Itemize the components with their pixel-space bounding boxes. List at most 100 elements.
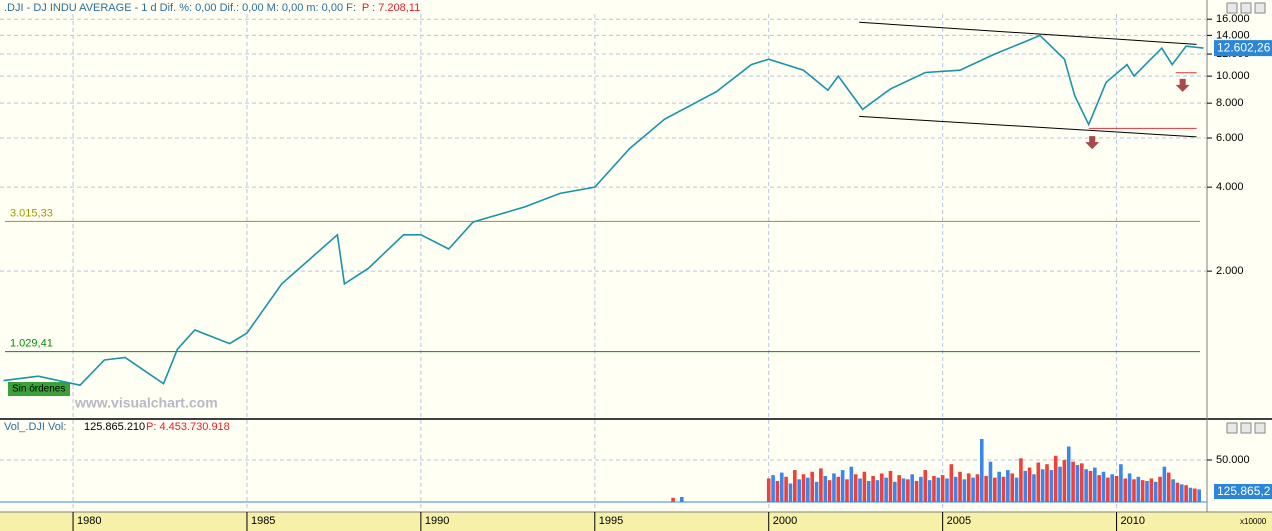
volume-bar [853,474,858,503]
x-axis-strip [0,512,1272,531]
y-tick-label: 2.000 [1216,265,1244,277]
badge-box [8,382,70,396]
volume-bar [1097,475,1101,503]
volume-bar [888,470,893,503]
volume-bar [671,497,675,503]
volume-bar [858,478,862,503]
volume-bar [784,476,788,503]
volume-bar [1101,471,1106,503]
button[interactable] [1240,422,1252,434]
volume-bar [1006,470,1010,503]
trendline [859,115,1197,138]
volume-bar [1123,478,1128,503]
volume-title: Vol_.DJI Vol: [4,421,66,433]
watermark: www.visualchart.com [74,395,218,411]
volume-last-box [1214,484,1272,499]
button[interactable] [1254,2,1266,14]
volume-bar [1023,470,1028,503]
volume-bar [1084,469,1088,503]
y-tick-label: 50.000 [1216,454,1250,466]
volume-last-label: 125.865,2 [1217,484,1271,498]
volume-bar [914,480,919,503]
x-tick-label: 2005 [947,515,971,527]
level-label: 1.029,41 [10,337,53,349]
volume-bar [936,477,941,503]
volume-bar [1171,479,1175,503]
volume-bar [1127,473,1132,503]
volume-bar [953,476,958,503]
y-tick-label: 10.000 [1216,70,1250,82]
volume-bar [801,474,806,503]
volume-bar [1010,473,1015,503]
volume-bar [866,480,871,503]
volume-bar [1197,489,1201,503]
volume-bar [1079,463,1084,503]
volume-bar [1058,466,1062,503]
volume-bar [1188,487,1193,503]
volume-bar [1066,446,1071,503]
volume-bar [1162,466,1167,503]
volume-bar [945,478,949,503]
volume-bar [1049,470,1054,503]
x-tick-label: 1990 [425,515,449,527]
volume-bar [806,477,810,503]
volume-bar [875,480,880,503]
volume-bar [779,472,784,503]
volume-bar [988,461,993,503]
volume-bar [1149,478,1154,503]
volume-bar [1175,482,1180,503]
volume-bar [1040,469,1045,503]
volume-bar [1153,481,1158,503]
volume-bar [862,471,867,503]
volume-bar [893,481,897,503]
volume-bar [797,479,801,503]
volume-bar [1014,477,1019,503]
y-tick-label: 4.000 [1216,181,1244,193]
y-tick-label: 8.000 [1216,97,1244,109]
volume-bar [1093,467,1097,503]
volume-bar [840,470,845,503]
button[interactable] [1226,2,1238,14]
y-tick-label: 14.000 [1216,29,1250,41]
last-value-box [1214,40,1272,57]
volume-bar [1106,477,1110,503]
volume-bar [906,479,910,503]
volume-bar [1140,480,1145,503]
volume-bar [771,475,775,503]
x-tick-label: 1980 [77,515,101,527]
volume-bar [1132,479,1136,503]
arrow [1085,136,1100,150]
volume-bar [984,475,988,503]
volume-bar [1045,464,1049,503]
volume-bar [1166,472,1171,503]
badge: Sin órdenes [12,384,65,395]
volume-bar [1032,474,1036,503]
volume-bar [1027,467,1032,503]
button[interactable] [1254,422,1266,434]
x-tick-label: 2010 [1121,515,1145,527]
volume-value: 125.865.210 [84,421,145,433]
volume-bar [836,476,841,503]
volume-bar [1158,476,1162,503]
volume-bar [679,496,684,503]
button[interactable] [1240,2,1252,14]
volume-bar [1001,476,1006,503]
volume-bar [1110,474,1115,503]
volume-bar [775,480,780,503]
volume-bar [1053,455,1058,503]
volume-bar [993,477,997,503]
arrow [1175,78,1190,92]
volume-bar [1071,461,1075,503]
window-buttons[interactable] [1226,2,1266,434]
volume-bar [1019,458,1023,503]
level-label: 3.015,33 [10,207,53,219]
volume-bar [919,476,923,503]
volume-bar [962,479,967,503]
volume-bar [1114,475,1119,503]
volume-bar [966,473,971,503]
button[interactable] [1226,422,1238,434]
volume-bar [1062,459,1067,503]
volume-bar [923,470,928,503]
